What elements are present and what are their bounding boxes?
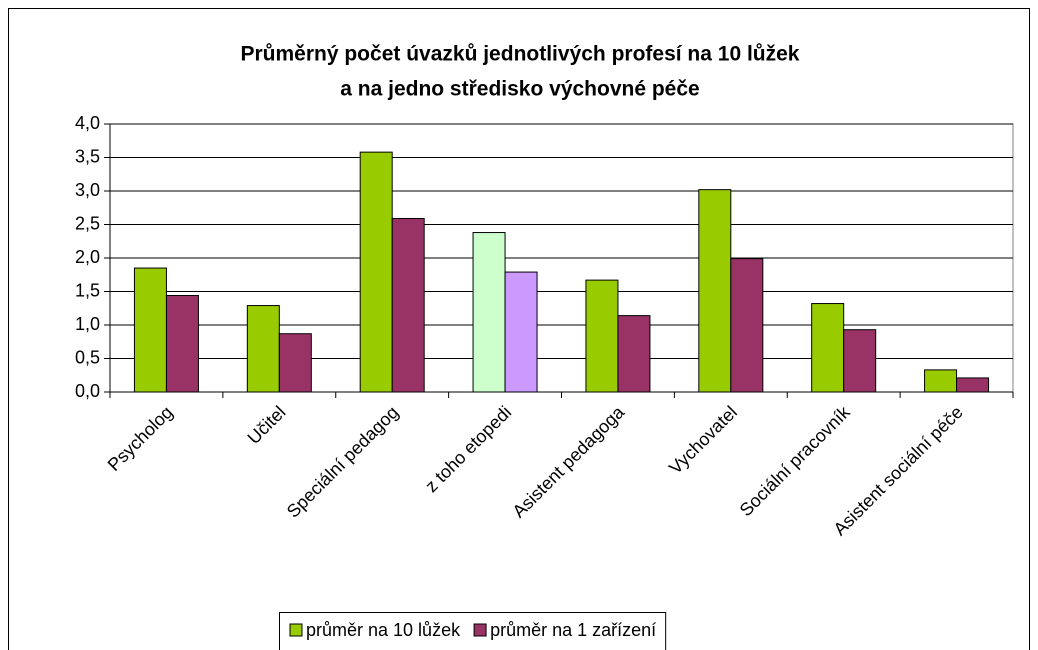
y-tick-label: 2,5 <box>75 213 100 233</box>
bar <box>811 303 845 393</box>
y-tick-label: 1,5 <box>75 280 100 300</box>
bar <box>165 295 199 393</box>
y-tick-label: 3,5 <box>75 146 100 166</box>
chart-title: a na jedno středisko výchovné péče <box>340 78 699 101</box>
bar <box>585 279 619 393</box>
bar <box>698 189 732 393</box>
bar <box>956 377 990 393</box>
legend-swatch <box>473 623 487 637</box>
bar <box>359 151 393 393</box>
chart-title: Průměrný počet úvazků jednotlivých profe… <box>240 43 799 66</box>
y-tick-label: 4,0 <box>75 113 100 133</box>
bar <box>246 305 280 393</box>
bar <box>617 315 651 393</box>
bar <box>843 329 877 393</box>
y-tick-label: 1,0 <box>75 314 100 334</box>
bar <box>924 369 958 393</box>
y-tick-label: 2,0 <box>75 247 100 267</box>
bar <box>133 267 167 393</box>
bar <box>472 232 506 393</box>
legend-label: průměr na 1 zařízení <box>490 620 656 640</box>
bar <box>278 333 312 393</box>
legend-box <box>279 612 667 650</box>
bar <box>504 271 538 393</box>
legend-label: průměr na 10 lůžek <box>306 620 461 640</box>
y-tick-label: 3,0 <box>75 180 100 200</box>
y-tick-label: 0,0 <box>75 381 100 401</box>
bar <box>730 258 764 393</box>
legend-swatch <box>289 623 303 637</box>
bar <box>391 217 425 393</box>
y-tick-label: 0,5 <box>75 347 100 367</box>
